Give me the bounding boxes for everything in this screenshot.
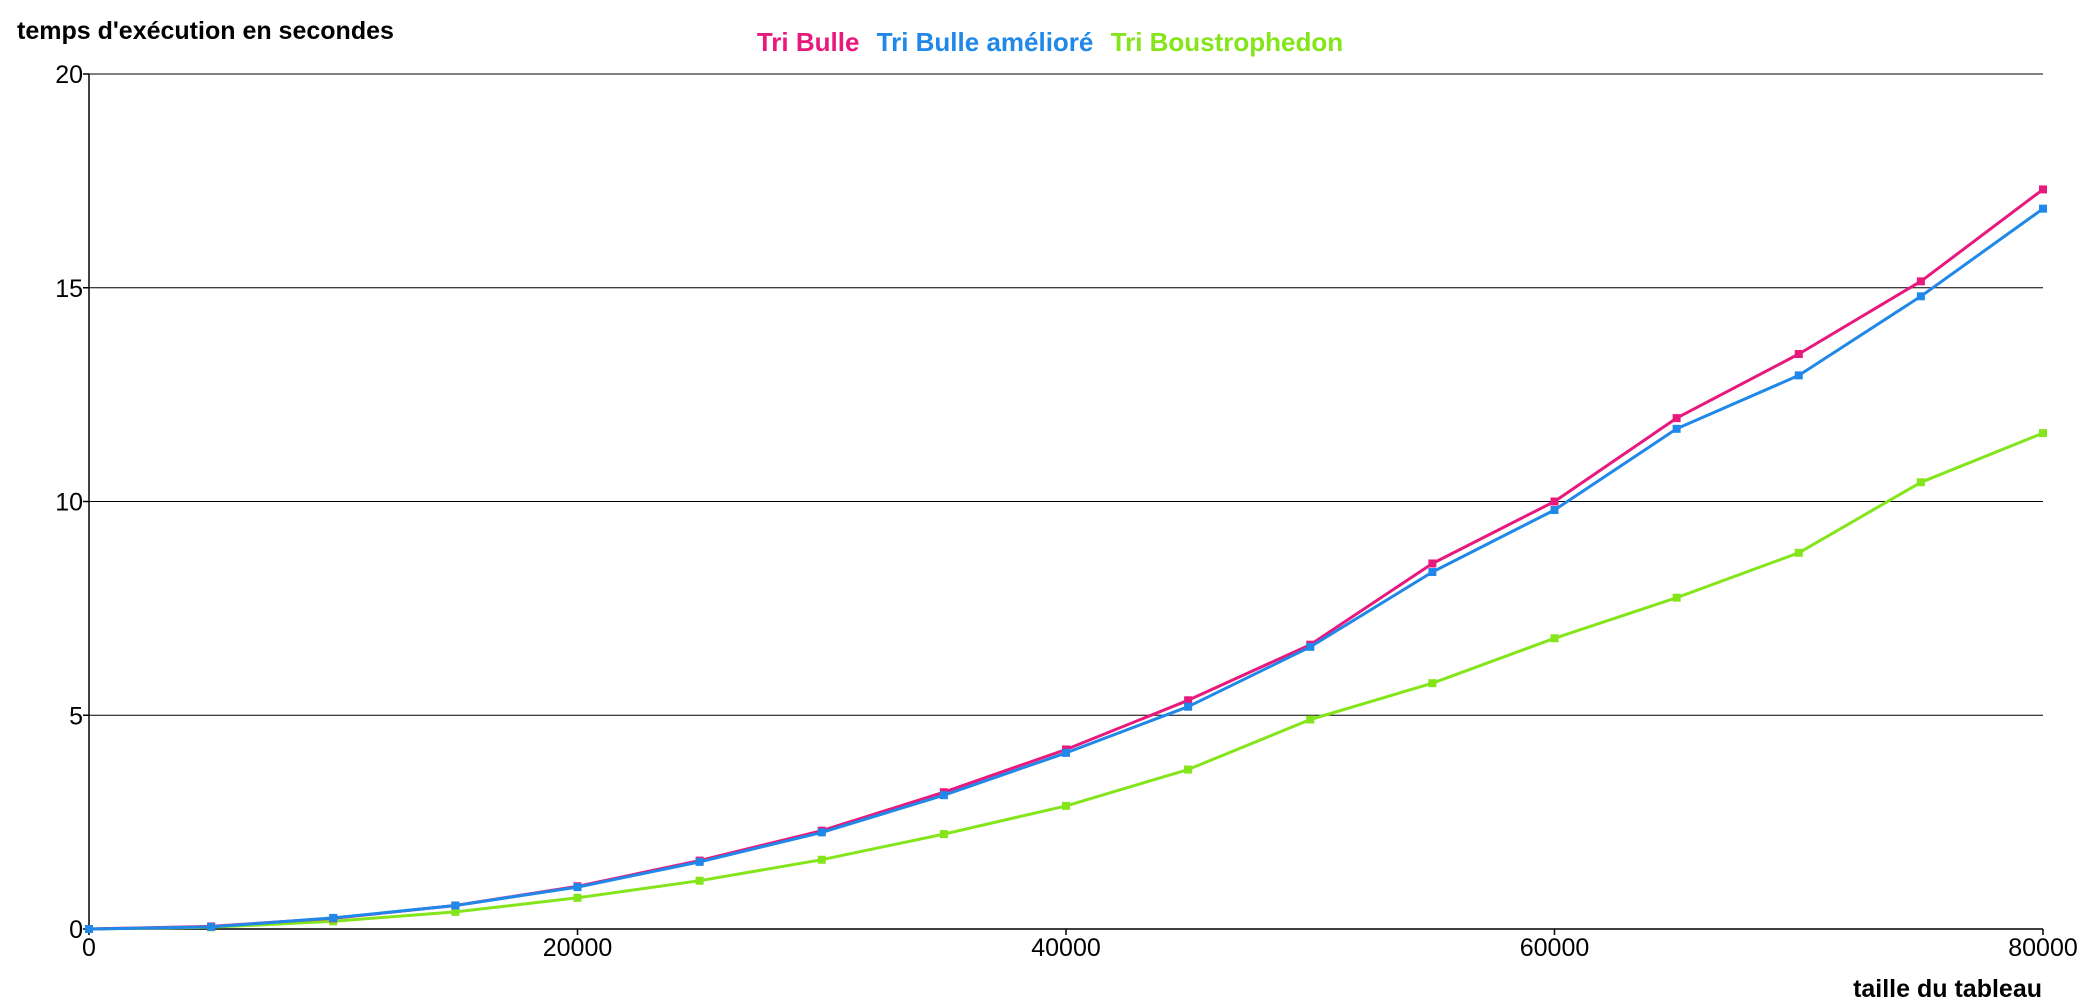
data-point-tri-boustrophedon-30000 <box>817 855 826 864</box>
data-point-tri-bulle-ameliore-40000 <box>1062 748 1070 757</box>
series-line-tri-bulle <box>88 188 2044 931</box>
x-tick-label-80000: 80000 <box>2008 934 2078 962</box>
data-point-tri-bulle-ameliore-70000 <box>1794 371 1803 380</box>
data-point-tri-boustrophedon-60000 <box>1550 634 1559 643</box>
data-point-tri-boustrophedon-65000 <box>1672 593 1681 602</box>
x-tick-label-0: 0 <box>82 934 96 962</box>
data-point-tri-boustrophedon-75000 <box>1916 478 1925 487</box>
data-point-tri-boustrophedon-45000 <box>1184 765 1193 774</box>
data-point-tri-boustrophedon-80000 <box>2039 429 2047 438</box>
data-point-tri-bulle-ameliore-15000 <box>451 901 460 910</box>
y-tick-label-20: 20 <box>55 61 83 89</box>
data-point-tri-bulle-60000 <box>1550 497 1559 506</box>
data-point-tri-bulle-ameliore-25000 <box>695 857 704 866</box>
series-line-tri-boustrophedon <box>88 431 2044 931</box>
y-axis-title: temps d'exécution en secondes <box>17 17 394 45</box>
series-lines <box>88 188 2044 931</box>
data-point-tri-bulle-ameliore-65000 <box>1672 424 1681 433</box>
data-point-tri-bulle-80000 <box>2039 185 2047 194</box>
x-tick-label-60000: 60000 <box>1520 934 1590 962</box>
data-point-tri-bulle-ameliore-45000 <box>1184 702 1193 711</box>
x-axis-title: taille du tableau <box>1853 975 2042 1001</box>
data-point-tri-bulle-ameliore-0 <box>85 925 93 933</box>
legend-item-tri-bulle: Tri Bulle <box>757 27 860 57</box>
legend-item-tri-boustrophedon: Tri Boustrophedon <box>1111 27 1344 57</box>
data-point-tri-bulle-45000 <box>1184 696 1193 705</box>
data-point-tri-boustrophedon-20000 <box>573 893 582 902</box>
data-point-tri-bulle-ameliore-5000 <box>207 922 216 931</box>
gridlines <box>89 73 2043 716</box>
data-point-tri-bulle-ameliore-60000 <box>1550 506 1559 515</box>
data-point-tri-bulle-55000 <box>1428 559 1437 568</box>
data-point-tri-bulle-ameliore-75000 <box>1916 292 1925 301</box>
data-point-tri-boustrophedon-55000 <box>1428 679 1437 688</box>
y-tick-label-15: 15 <box>55 275 83 303</box>
x-tick-label-20000: 20000 <box>543 934 613 962</box>
legend-item-tri-bulle-ameliore: Tri Bulle amélioré <box>877 27 1094 57</box>
x-tick-label-40000: 40000 <box>1031 934 1101 962</box>
data-point-tri-boustrophedon-15000 <box>451 907 460 916</box>
data-point-tri-boustrophedon-35000 <box>939 830 948 839</box>
y-tick-label-5: 5 <box>69 702 83 730</box>
data-point-tri-bulle-ameliore-30000 <box>817 828 826 837</box>
tick-labels: 0 5 10 15 20 0 20000 40000 60000 80000 <box>55 61 2078 962</box>
series-line-tri-bulle-ameliore <box>88 207 2044 931</box>
data-point-tri-boustrophedon-70000 <box>1794 548 1803 557</box>
data-point-tri-bulle-ameliore-10000 <box>329 913 338 922</box>
data-point-tri-bulle-70000 <box>1794 350 1803 359</box>
y-tick-label-0: 0 <box>69 916 83 944</box>
data-point-tri-boustrophedon-40000 <box>1062 801 1070 810</box>
series-markers <box>85 185 2047 933</box>
data-point-tri-bulle-ameliore-50000 <box>1306 642 1315 651</box>
data-point-tri-bulle-ameliore-35000 <box>939 791 948 800</box>
data-point-tri-bulle-ameliore-80000 <box>2039 204 2047 213</box>
data-point-tri-bulle-ameliore-55000 <box>1428 568 1437 577</box>
data-point-tri-bulle-65000 <box>1672 414 1681 423</box>
data-point-tri-bulle-75000 <box>1916 277 1925 286</box>
legend: Tri Bulle Tri Bulle amélioré Tri Boustro… <box>757 27 1343 57</box>
data-point-tri-boustrophedon-25000 <box>695 876 704 885</box>
data-point-tri-boustrophedon-50000 <box>1306 715 1315 724</box>
y-tick-label-10: 10 <box>55 489 83 517</box>
data-point-tri-bulle-ameliore-20000 <box>573 883 582 892</box>
